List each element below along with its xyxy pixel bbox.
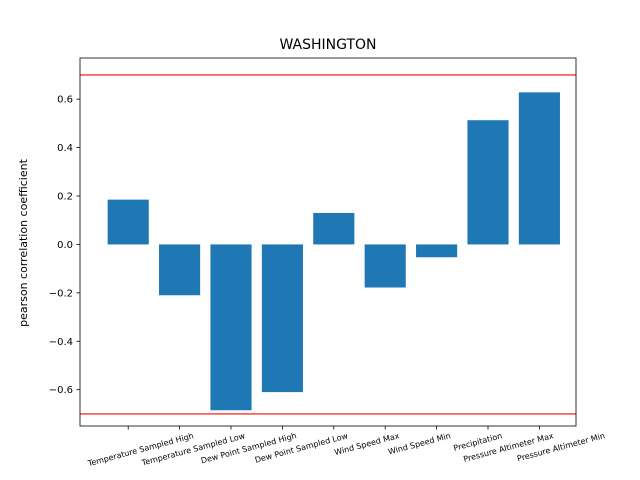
bar <box>159 244 201 296</box>
bar <box>210 244 252 411</box>
bar <box>364 244 406 288</box>
y-tick-label: −0.2 <box>49 288 73 299</box>
bars-group <box>107 92 560 411</box>
chart-title: WASHINGTON <box>279 37 376 53</box>
bar <box>107 199 149 245</box>
y-tick-label: −0.4 <box>49 337 73 348</box>
y-axis: −0.6 −0.4 −0.2 0.0 0.2 0.4 0.6 <box>49 95 80 396</box>
bar <box>416 244 458 258</box>
bar <box>313 212 355 245</box>
bar <box>261 244 303 393</box>
bar <box>518 92 560 245</box>
y-tick-label: 0.0 <box>57 240 73 251</box>
y-tick-label: −0.6 <box>49 385 73 396</box>
bar <box>467 120 509 245</box>
y-tick-label: 0.6 <box>57 95 73 106</box>
reference-lines-group <box>80 74 576 415</box>
y-axis-label: pearson correlation coefficient <box>17 158 30 326</box>
y-tick-label: 0.4 <box>57 143 73 154</box>
x-tick-label: Pressure Altimeter Min <box>516 431 606 463</box>
plot-area-frame <box>79 57 577 427</box>
y-tick-label: 0.2 <box>57 192 73 203</box>
